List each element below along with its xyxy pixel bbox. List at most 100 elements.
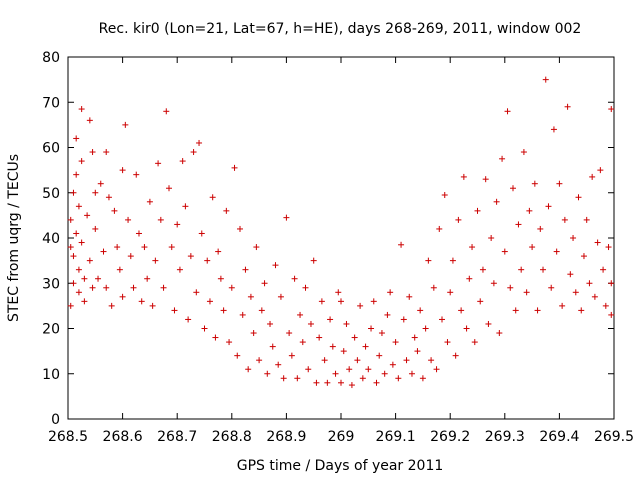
- data-point: [264, 370, 271, 377]
- data-point: [155, 160, 162, 167]
- y-axis-label: STEC from uqrg / TECUs: [6, 154, 22, 322]
- data-point: [215, 248, 222, 255]
- data-point: [103, 284, 110, 291]
- data-point: [534, 307, 541, 314]
- data-point: [580, 253, 587, 260]
- data-point: [70, 280, 77, 287]
- data-point: [89, 284, 96, 291]
- data-point: [474, 207, 481, 214]
- data-point: [365, 366, 372, 373]
- data-point: [277, 293, 284, 300]
- data-point: [321, 357, 328, 364]
- data-point: [100, 248, 107, 255]
- data-point: [261, 280, 268, 287]
- data-point: [600, 266, 607, 273]
- data-point: [190, 149, 197, 156]
- data-point: [198, 230, 205, 237]
- data-point: [403, 357, 410, 364]
- data-point: [182, 203, 189, 210]
- data-point: [105, 194, 112, 201]
- data-point: [575, 194, 582, 201]
- data-point: [310, 257, 317, 264]
- data-point: [466, 275, 473, 282]
- data-point: [163, 108, 170, 115]
- data-point: [144, 275, 151, 282]
- data-point: [92, 189, 99, 196]
- data-point: [86, 257, 93, 264]
- data-point: [324, 379, 331, 386]
- data-point: [125, 216, 132, 223]
- data-point: [212, 334, 219, 341]
- data-point: [602, 302, 609, 309]
- x-tick-label: 268.6: [103, 429, 143, 445]
- data-point: [400, 316, 407, 323]
- data-point: [250, 330, 257, 337]
- data-point: [523, 289, 530, 296]
- data-point: [95, 275, 102, 282]
- data-point: [166, 185, 173, 192]
- data-point: [329, 343, 336, 350]
- data-point: [469, 244, 476, 251]
- data-point: [452, 352, 459, 359]
- y-tick-label: 80: [42, 50, 60, 66]
- y-tick-label: 40: [42, 231, 60, 247]
- data-point: [408, 370, 415, 377]
- y-tick-label: 70: [42, 95, 60, 111]
- x-tick-label: 269.1: [376, 429, 416, 445]
- data-point: [608, 311, 615, 318]
- x-tick-label: 269.3: [485, 429, 525, 445]
- data-point: [529, 244, 536, 251]
- data-point: [67, 302, 74, 309]
- data-point: [389, 361, 396, 368]
- data-point: [327, 316, 334, 323]
- data-point: [384, 311, 391, 318]
- data-point: [135, 230, 142, 237]
- data-point: [586, 280, 593, 287]
- data-point: [520, 149, 527, 156]
- data-point: [335, 289, 342, 296]
- data-point: [526, 207, 533, 214]
- data-point: [376, 352, 383, 359]
- data-point: [455, 216, 462, 223]
- data-point: [482, 176, 489, 183]
- data-point: [488, 235, 495, 241]
- y-tick-label: 60: [42, 141, 60, 157]
- data-point: [81, 298, 88, 305]
- data-point: [605, 244, 612, 251]
- data-point: [297, 311, 304, 318]
- data-point: [275, 361, 282, 368]
- data-point: [122, 121, 129, 128]
- data-point: [168, 244, 175, 251]
- data-point: [302, 284, 309, 291]
- data-point: [368, 325, 375, 332]
- plot-frame: [67, 56, 615, 420]
- data-point: [73, 171, 80, 178]
- data-point: [174, 221, 181, 228]
- data-point: [318, 298, 325, 305]
- data-point: [86, 117, 93, 124]
- data-point: [496, 330, 503, 337]
- data-point: [559, 302, 566, 309]
- data-point: [291, 275, 298, 282]
- data-point: [160, 284, 167, 291]
- y-tick-label: 10: [42, 367, 60, 383]
- x-tick-label: 269: [328, 429, 355, 445]
- data-point: [501, 248, 508, 255]
- data-point: [338, 379, 344, 386]
- data-point: [512, 307, 519, 314]
- x-tick-label: 268.8: [212, 429, 252, 445]
- data-point: [141, 244, 148, 251]
- data-point: [201, 325, 208, 332]
- data-point: [597, 167, 604, 174]
- data-point: [316, 334, 323, 341]
- data-point: [463, 325, 470, 332]
- data-point: [119, 293, 126, 300]
- data-point: [239, 311, 246, 318]
- axis-ticks: 268.5 268.6 268.7 268.8 268.9 269 269.1 269.2 26…: [42, 50, 634, 445]
- data-point: [381, 370, 388, 377]
- y-tick-label: 0: [51, 412, 60, 428]
- data-point: [354, 357, 361, 364]
- data-point: [258, 307, 265, 314]
- data-point: [444, 339, 451, 346]
